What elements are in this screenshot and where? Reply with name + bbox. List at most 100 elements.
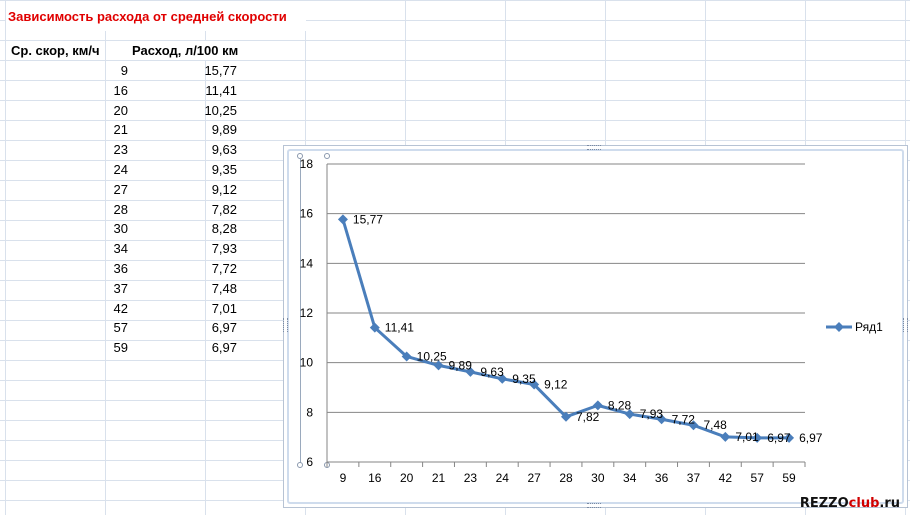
x-tick-label: 34 xyxy=(623,471,637,485)
data-label: 8,28 xyxy=(608,398,632,412)
column-b-header[interactable]: Расход, л/100 км xyxy=(132,43,239,58)
data-point-marker xyxy=(529,379,540,390)
x-tick-label: 16 xyxy=(368,471,382,485)
cell-consumption[interactable]: 7,82 xyxy=(211,201,237,217)
cell-speed[interactable]: 9 xyxy=(120,63,128,78)
data-label: 9,63 xyxy=(480,365,504,379)
x-tick-label: 37 xyxy=(687,471,701,485)
data-label: 7,72 xyxy=(672,412,696,426)
data-point-marker xyxy=(433,360,444,371)
data-label: 9,12 xyxy=(544,378,568,392)
chart-object[interactable]: 6 8 10 12 14 16 18 9 16 20 21 23 24 27 28 30 34 36 37 42 57… xyxy=(283,145,908,508)
chart-selection-line xyxy=(300,156,301,465)
column-a-header[interactable]: Ср. скор, км/ч xyxy=(11,43,100,58)
data-point-marker xyxy=(656,414,667,425)
cell-speed[interactable]: 37 xyxy=(113,280,128,296)
cell-consumption[interactable]: 6,97 xyxy=(211,320,237,336)
x-tick-label: 57 xyxy=(751,471,765,485)
cell-consumption[interactable]: 9,35 xyxy=(211,162,237,177)
y-tick-label: 8 xyxy=(306,405,313,419)
x-tick-label: 20 xyxy=(400,471,414,485)
y-tick-label: 16 xyxy=(300,207,314,221)
cell-speed[interactable]: 23 xyxy=(113,142,128,158)
cell-consumption[interactable]: 9,63 xyxy=(211,142,237,158)
data-label: 7,93 xyxy=(640,407,664,421)
cell-speed[interactable]: 57 xyxy=(113,320,128,336)
x-tick-label: 27 xyxy=(527,471,541,485)
cell-speed[interactable]: 36 xyxy=(113,261,128,276)
data-point-marker xyxy=(752,432,763,443)
cell-consumption[interactable]: 8,28 xyxy=(211,221,237,237)
cell-consumption[interactable]: 7,48 xyxy=(211,280,237,296)
resize-handle-right[interactable] xyxy=(903,318,908,332)
legend-marker-icon xyxy=(834,322,844,332)
sheet-title[interactable]: Зависимость расхода от средней скорости xyxy=(8,9,287,24)
x-tick-label: 28 xyxy=(559,471,573,485)
cell-consumption[interactable]: 15,77 xyxy=(204,63,237,78)
data-label: 9,35 xyxy=(512,372,536,386)
x-tick-label: 30 xyxy=(591,471,605,485)
cell-speed[interactable]: 16 xyxy=(113,82,128,98)
x-tick-label: 24 xyxy=(496,471,510,485)
data-point-marker xyxy=(592,400,603,411)
watermark-accent: club xyxy=(848,496,880,511)
site-watermark: REZZOclub.ru xyxy=(800,496,900,511)
data-label: 7,82 xyxy=(576,410,600,424)
x-tick-label: 59 xyxy=(782,471,796,485)
data-label: 6,97 xyxy=(767,431,791,445)
cell-consumption[interactable]: 11,41 xyxy=(205,82,237,98)
cell-consumption[interactable]: 10,25 xyxy=(204,102,237,118)
data-label: 6,97 xyxy=(799,431,823,445)
plot-handle-icon xyxy=(297,153,303,159)
data-point-marker xyxy=(784,432,795,443)
plot-handle-icon xyxy=(297,462,303,468)
watermark-prefix: REZZO xyxy=(799,496,849,511)
cell-speed[interactable]: 27 xyxy=(113,181,128,197)
cell-speed[interactable]: 34 xyxy=(113,241,128,257)
x-tick-label: 23 xyxy=(464,471,478,485)
data-point-marker xyxy=(720,431,731,442)
cell-consumption[interactable]: 9,89 xyxy=(211,122,237,138)
data-point-marker xyxy=(465,366,476,377)
cell-consumption[interactable]: 7,72 xyxy=(211,261,237,276)
resize-handle-left[interactable] xyxy=(283,318,288,332)
cell-speed[interactable]: 24 xyxy=(113,162,128,177)
cell-speed[interactable]: 28 xyxy=(113,201,128,217)
y-tick-label: 12 xyxy=(300,306,314,320)
resize-handle-bottom[interactable] xyxy=(587,503,601,508)
resize-handle-top[interactable] xyxy=(587,145,601,150)
data-point-marker xyxy=(624,409,635,420)
data-label: 7,48 xyxy=(703,418,727,432)
data-point-marker xyxy=(337,214,348,225)
y-tick-label: 18 xyxy=(300,157,314,171)
header-b-bg xyxy=(131,41,241,60)
data-label: 9,89 xyxy=(449,358,473,372)
watermark-suffix: .ru xyxy=(879,496,900,511)
data-point-marker xyxy=(497,373,508,384)
legend-label: Ряд1 xyxy=(855,320,883,334)
x-tick-label: 42 xyxy=(719,471,733,485)
data-point-marker xyxy=(561,411,571,422)
line-chart[interactable]: 6 8 10 12 14 16 18 9 16 20 21 23 24 27 28 30 34 36 37 42 57… xyxy=(283,145,908,508)
cell-speed[interactable]: 20 xyxy=(113,102,128,118)
cell-speed[interactable]: 21 xyxy=(113,122,128,138)
data-label: 7,01 xyxy=(735,430,759,444)
cell-consumption[interactable]: 7,01 xyxy=(211,300,237,316)
cell-speed[interactable]: 59 xyxy=(113,340,128,356)
cell-consumption[interactable]: 9,12 xyxy=(211,181,237,197)
title-overflow-bg xyxy=(6,1,306,31)
y-tick-label: 14 xyxy=(300,256,314,270)
cell-speed[interactable]: 30 xyxy=(113,221,128,237)
x-tick-label: 36 xyxy=(655,471,669,485)
data-label: 11,41 xyxy=(385,321,414,335)
x-tick-label: 21 xyxy=(432,471,446,485)
y-tick-label: 10 xyxy=(300,356,314,370)
cell-speed[interactable]: 42 xyxy=(113,300,128,316)
x-tick-label: 9 xyxy=(340,471,347,485)
data-point-marker xyxy=(688,420,699,431)
plot-handle-icon xyxy=(324,153,330,159)
cell-consumption[interactable]: 7,93 xyxy=(211,241,237,257)
cell-consumption[interactable]: 6,97 xyxy=(211,340,237,356)
data-label: 15,77 xyxy=(353,212,383,226)
header-a-bg xyxy=(6,41,104,60)
